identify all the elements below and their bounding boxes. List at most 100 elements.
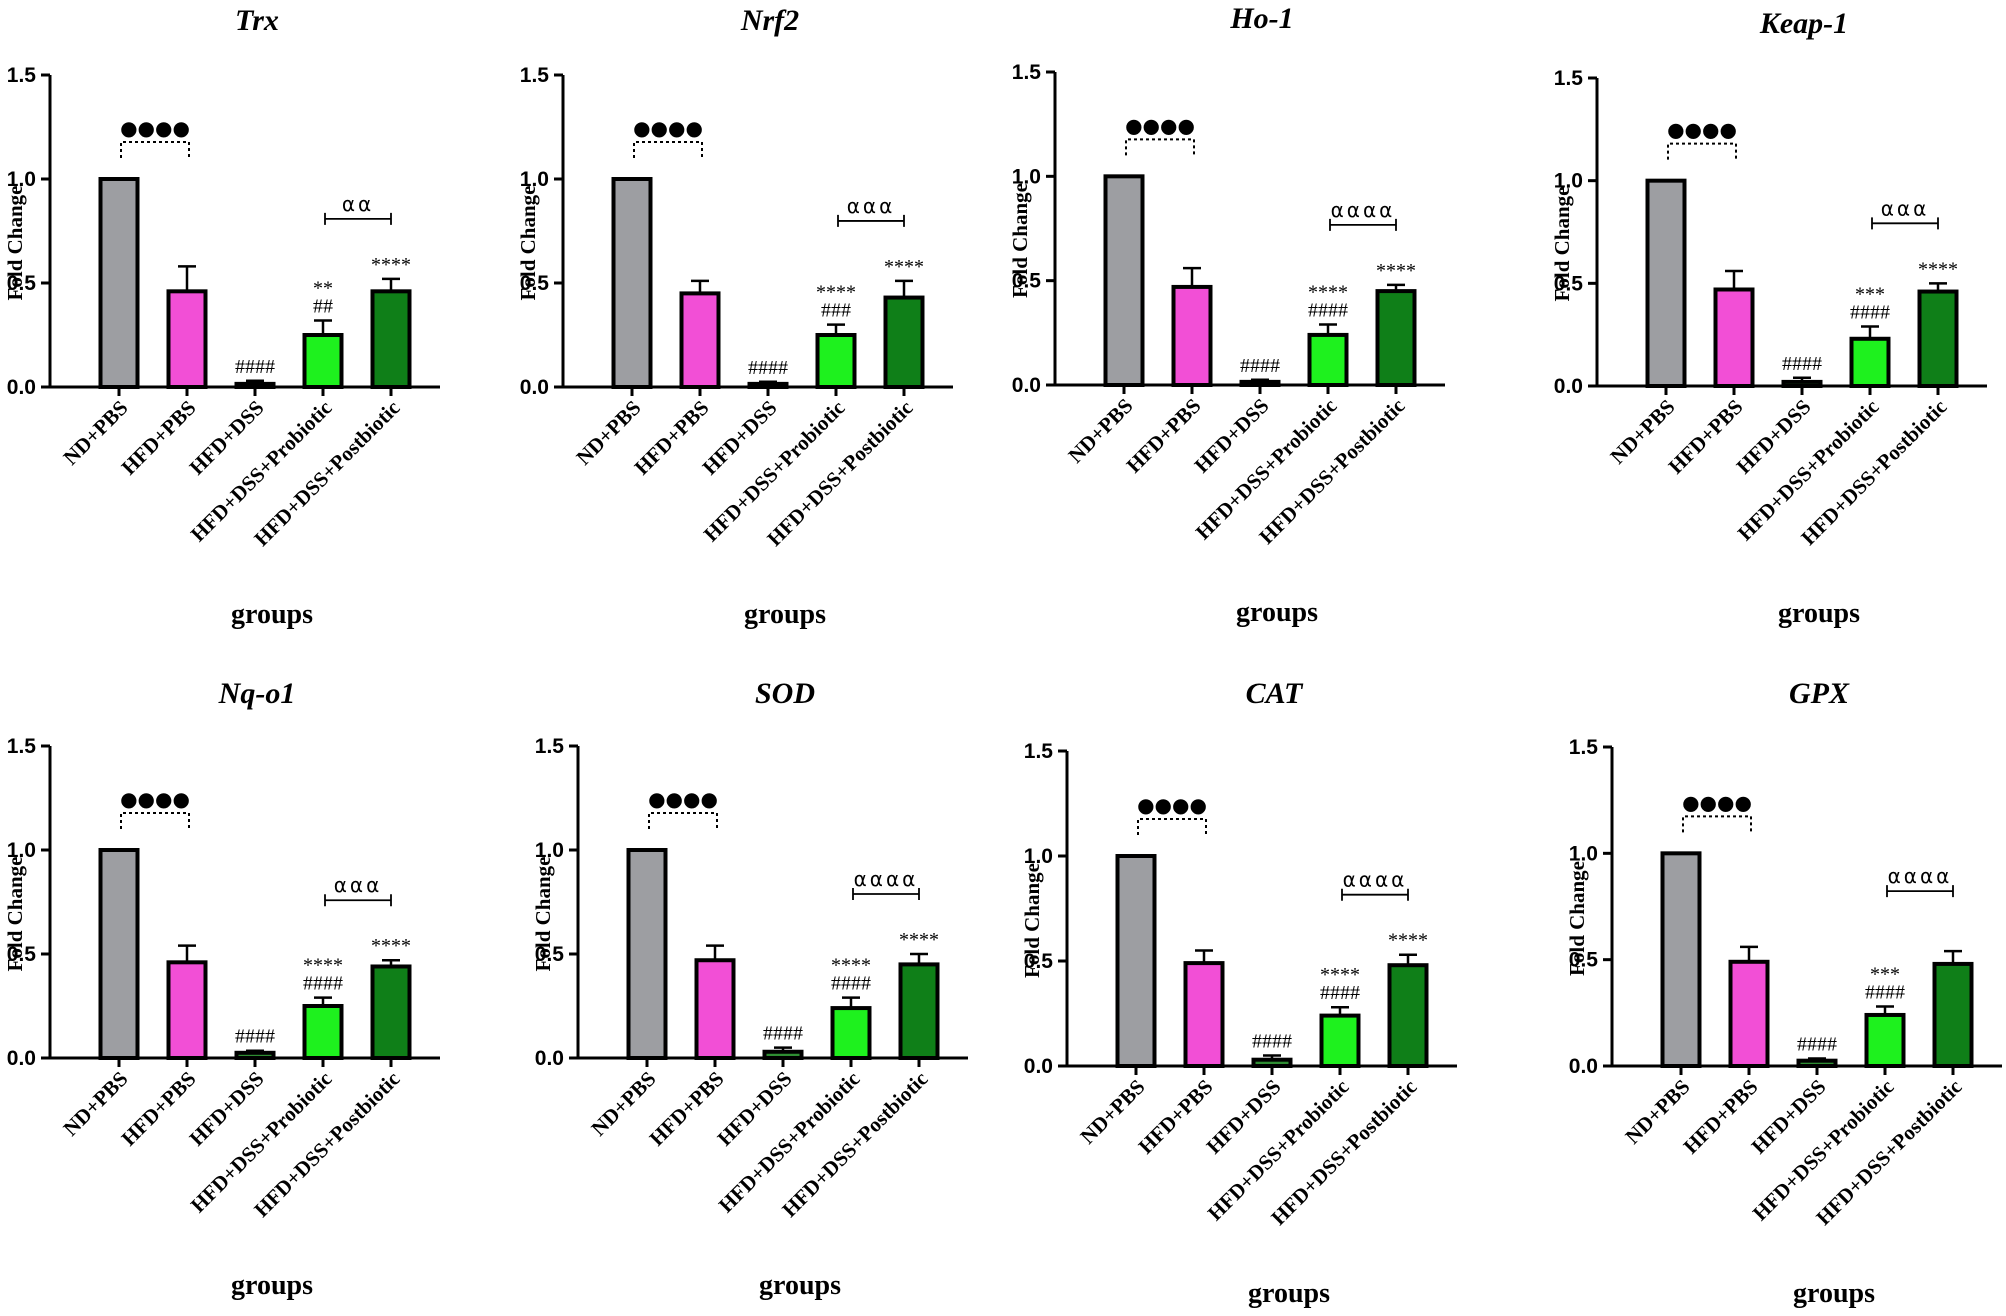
significance-label: **** #### (831, 955, 871, 995)
y-tick-label: 1.0 (520, 168, 549, 191)
significance-label: *** #### (1850, 283, 1890, 323)
bar-hfd-pbs (166, 289, 208, 390)
y-tick-label: 1.5 (1024, 740, 1054, 763)
bar-hfd-dss (747, 381, 789, 390)
dotted-bracket (120, 812, 190, 829)
y-tick-label: 0.0 (7, 1047, 36, 1070)
dotted-bracket (1682, 815, 1752, 833)
x-axis-label: groups (759, 1270, 841, 1301)
bar-hfd-dss-postbiotic (1917, 289, 1959, 388)
x-axis-label: groups (1778, 598, 1860, 629)
significance-label: #### (235, 356, 275, 378)
y-tick-label: 0.0 (7, 376, 36, 399)
y-tick-label: 0.5 (1569, 949, 1599, 972)
y-axis-label: Fold Change (3, 857, 27, 972)
bar-nd-pbs (98, 848, 140, 1060)
bar-nd-pbs (626, 848, 668, 1060)
dotted-bracket (1667, 142, 1737, 160)
bracket-alpha-label: αααα (1888, 864, 1953, 888)
y-tick-label: 0.5 (1554, 272, 1584, 295)
bracket-alpha-label: αααα (1343, 868, 1408, 892)
bar-hfd-pbs (1171, 284, 1213, 387)
y-axis-label: Fold Change (3, 186, 27, 301)
y-tick-label: 0.5 (1024, 950, 1054, 973)
y-tick-label: 1.5 (520, 64, 550, 87)
chart-title: Trx (235, 4, 279, 37)
bar-hfd-dss-probiotic (302, 333, 344, 389)
bar-hfd-pbs (679, 291, 721, 389)
y-tick-label: 0.5 (7, 272, 37, 295)
bar-nd-pbs (1115, 854, 1157, 1068)
y-tick-label: 0.5 (1012, 270, 1042, 293)
bar-hfd-dss (1239, 379, 1281, 387)
y-tick-label: 1.5 (7, 735, 37, 758)
bracket-dotted-label: ●●●● (1682, 790, 1752, 814)
chart-title: Ho-1 (1229, 2, 1293, 35)
y-tick-label: 1.5 (1569, 736, 1599, 759)
bracket-alpha-label: ααα (847, 194, 896, 218)
bar-hfd-dss (762, 1049, 804, 1061)
significance-label: **** (1376, 260, 1416, 282)
solid-bracket (324, 212, 392, 225)
bracket-alpha-label: αααα (854, 867, 919, 891)
bracket-dotted-label: ●●●● (648, 787, 718, 811)
significance-label: #### (763, 1023, 803, 1045)
significance-label: ** ## (313, 277, 333, 317)
y-tick-label: 0.0 (520, 376, 549, 399)
significance-label: **** (371, 254, 411, 276)
bracket-dotted-label: ●●●● (120, 787, 190, 811)
x-axis-label: groups (744, 599, 826, 630)
y-tick-label: 0.0 (1569, 1055, 1598, 1078)
bracket-dotted-label: ●●●● (1137, 793, 1207, 817)
x-axis-label: groups (231, 1270, 313, 1301)
chart-title: GPX (1789, 677, 1850, 710)
bar-hfd-dss-probiotic (302, 1004, 344, 1060)
dotted-bracket (120, 141, 190, 158)
significance-label: #### (1797, 1034, 1837, 1056)
significance-label: **** (899, 929, 939, 951)
significance-label: **** (1388, 930, 1428, 952)
bar-hfd-dss (1251, 1057, 1293, 1068)
bar-hfd-dss (234, 1050, 276, 1061)
x-axis-label: groups (1793, 1278, 1875, 1309)
significance-label: *** #### (1865, 963, 1905, 1003)
y-tick-label: 1.5 (7, 64, 37, 87)
significance-label: **** #### (1308, 281, 1348, 321)
chart-title: SOD (755, 677, 815, 710)
significance-label: **** #### (303, 955, 343, 995)
y-tick-label: 1.5 (1012, 61, 1042, 84)
y-tick-label: 1.0 (7, 839, 36, 862)
solid-bracket (852, 888, 920, 900)
x-axis-label: groups (1248, 1278, 1330, 1309)
y-tick-label: 0.0 (1012, 374, 1041, 397)
y-tick-label: 0.5 (535, 943, 565, 966)
bar-hfd-dss-probiotic (1864, 1012, 1906, 1069)
chart-title: Nq-o1 (218, 677, 296, 710)
y-tick-label: 1.0 (1569, 842, 1598, 865)
y-tick-label: 1.5 (535, 735, 565, 758)
bar-hfd-dss-postbiotic (1375, 289, 1417, 388)
solid-bracket (324, 894, 392, 907)
solid-bracket (1886, 885, 1954, 898)
bar-hfd-dss (1781, 379, 1823, 389)
bar-nd-pbs (1645, 178, 1687, 388)
significance-label: #### (235, 1026, 275, 1048)
bar-hfd-pbs (694, 958, 736, 1060)
significance-label: **** #### (1320, 964, 1360, 1004)
bar-hfd-dss-probiotic (1849, 336, 1891, 389)
chart-title: Nrf2 (740, 4, 799, 37)
bracket-dotted-label: ●●●● (1667, 118, 1737, 142)
y-tick-label: 1.0 (1554, 170, 1583, 193)
bar-hfd-dss-postbiotic (370, 289, 412, 390)
significance-label: #### (1240, 355, 1280, 377)
dotted-bracket (1137, 818, 1207, 835)
bar-hfd-dss-postbiotic (1387, 963, 1429, 1069)
bar-nd-pbs (1660, 851, 1702, 1068)
y-axis-label: Fold Change (1550, 187, 1574, 302)
solid-bracket (837, 214, 905, 227)
bracket-dotted-label: ●●●● (120, 116, 190, 140)
